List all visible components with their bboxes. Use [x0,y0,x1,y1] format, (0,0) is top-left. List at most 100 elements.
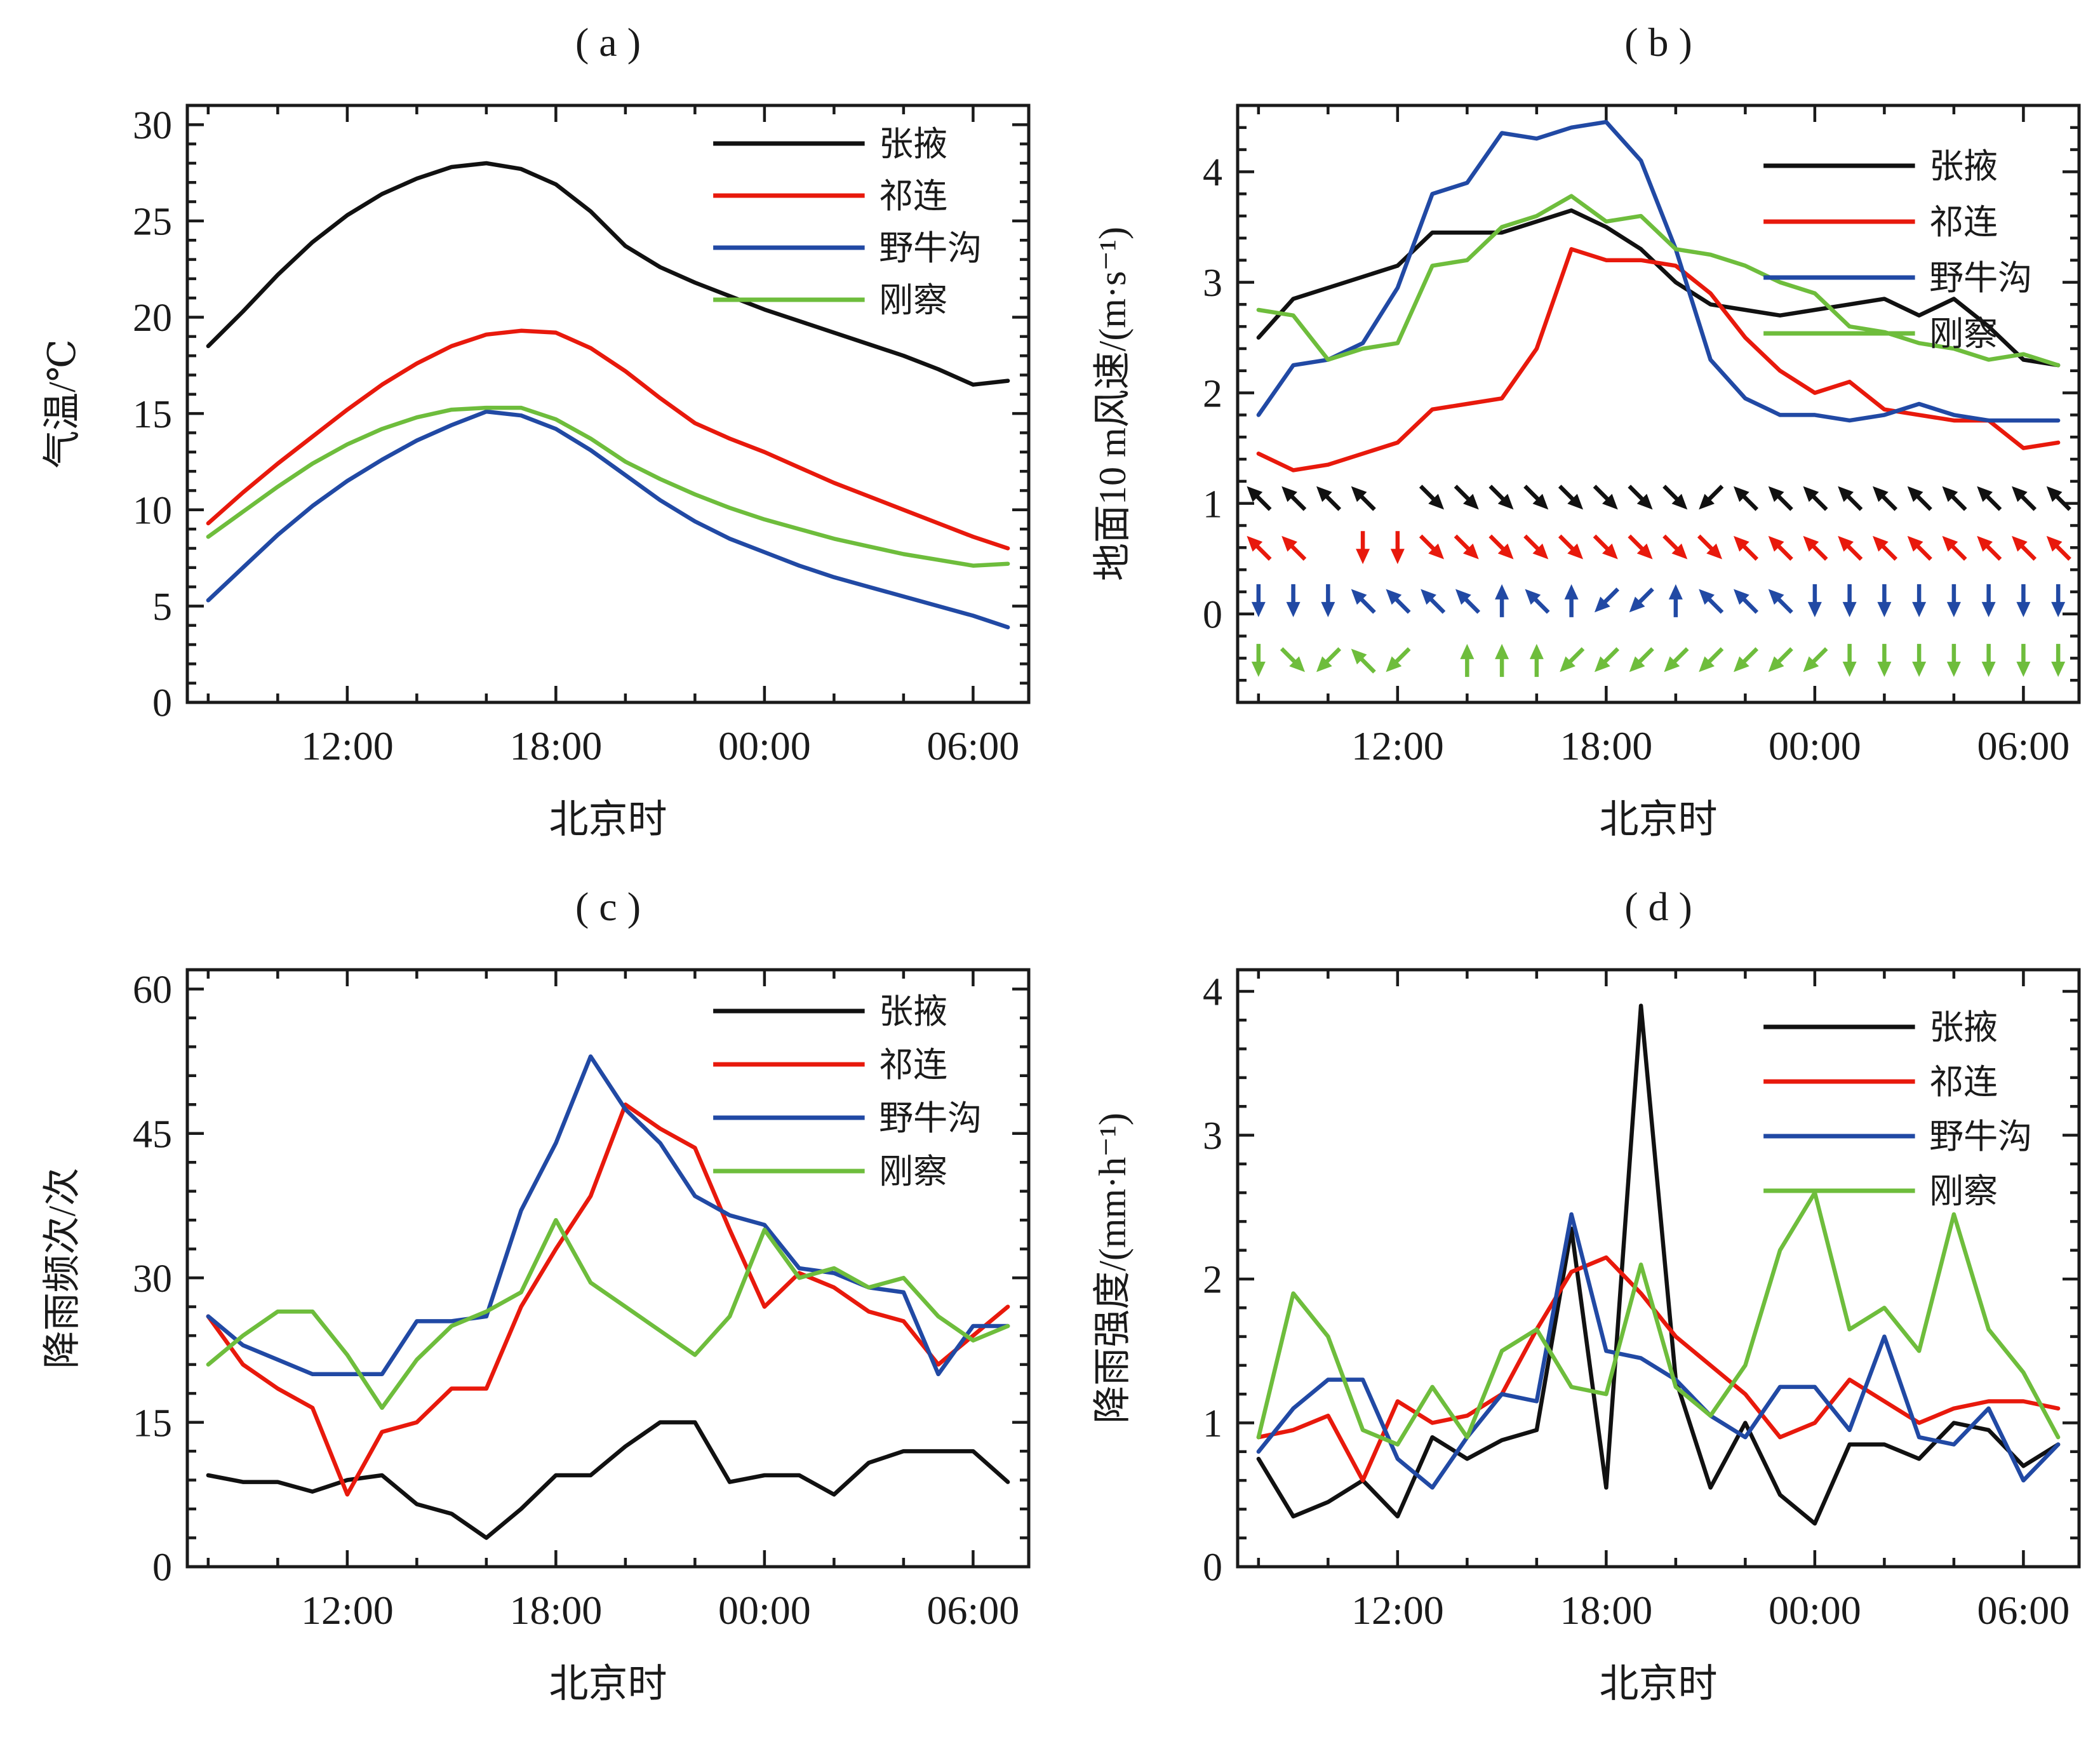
x-axis-label-a: 北京时 [549,798,667,841]
wind-arrow-icon [1733,535,1759,561]
x-tick-label: 12:00 [1351,723,1444,768]
wind-arrow-icon [1877,584,1892,617]
series-line-a-3 [206,405,1010,568]
wind-arrow-icon [1699,647,1724,673]
legend-label: 野牛沟 [879,1099,982,1137]
legend-label: 张掖 [1929,1008,1998,1047]
series-line-d-3 [1256,1190,2061,1447]
legend-label: 野牛沟 [879,229,982,267]
tick-labels-c: 0 15 30 45 60 12:00 18:00 00:00 06:00 [133,968,1019,1633]
panel-title-d: ( d ) [1624,884,1692,929]
wind-arrow-icon [1247,486,1272,511]
wind-arrows-b [1247,485,2071,677]
panel-b: ( b ) 0 1 2 3 4 12:00 18:00 00:00 06:00 北京时 地面10 m风… [1076,10,2100,874]
wind-arrow-icon [1523,485,1549,510]
axes-d [1236,968,2081,1569]
y-tick-label: 25 [133,201,172,244]
chart-b: ( b ) 0 1 2 3 4 12:00 18:00 00:00 06:00 北京时 地面10 m风… [1092,20,2081,841]
wind-arrow-icon [2051,584,2066,617]
wind-arrow-icon [1558,485,1584,510]
wind-arrow-icon [1594,587,1620,613]
tick-labels-d: 0 1 2 3 4 12:00 18:00 00:00 06:00 [1203,971,2070,1633]
plot-border [1236,968,2081,1569]
wind-arrow-icon [1628,534,1653,559]
y-tick-label: 15 [133,1402,172,1445]
wind-arrow-icon [1251,584,1266,617]
wind-arrow-icon [1664,647,1689,673]
y-tick-label: 0 [152,1546,172,1590]
y-axis-label-b: 地面10 m风速/(m·s⁻¹) [1092,227,1134,581]
series-line-b-2 [1256,119,2061,423]
tick-labels-b: 0 1 2 3 4 12:00 18:00 00:00 06:00 [1203,151,2070,768]
x-tick-label: 12:00 [1351,1588,1444,1633]
wind-arrow-icon [1912,584,1927,617]
wind-arrow-icon [1421,589,1446,614]
wind-arrow-icon [1907,486,1932,511]
legend-item: 野牛沟 [713,1099,982,1137]
wind-arrow-icon [1697,534,1723,559]
wind-arrow-icon [1316,647,1342,673]
legend-label: 祁连 [1929,203,1998,241]
legend-label: 祁连 [1929,1063,1998,1101]
y-tick-label: 10 [133,489,172,532]
wind-arrow-icon [1321,584,1335,617]
plot-border [185,968,1031,1569]
legend-label: 野牛沟 [1929,259,2032,297]
wind-arrow-icon [1803,647,1828,673]
wind-arrow-icon [1419,485,1444,510]
wind-arrow-icon [1455,589,1481,614]
legend-label: 祁连 [879,177,947,215]
series-line-b-0 [1256,208,2061,368]
legend-item: 野牛沟 [713,229,982,267]
y-tick-label: 3 [1203,1115,1222,1158]
legend-item: 祁连 [713,177,947,215]
x-tick-label: 18:00 [509,1588,602,1633]
wind-arrow-icon [1912,643,1927,677]
legend-item: 张掖 [1763,1008,1998,1047]
x-tick-label: 12:00 [301,723,394,768]
wind-arrow-icon [1768,486,1793,511]
x-tick-label: 00:00 [1769,1588,1861,1633]
legend-item: 祁连 [1763,203,1998,241]
wind-arrow-icon [1803,535,1828,561]
x-tick-label: 18:00 [509,723,602,768]
axes-b [1236,104,2081,704]
wind-arrow-icon [1873,535,1898,561]
wind-arrow-icon [1594,647,1620,673]
wind-arrow-icon [1495,643,1509,677]
legend-label: 刚察 [879,281,947,319]
series-line-a-2 [206,409,1010,629]
series-line-d-0 [1256,1003,2061,1526]
tick-labels-a: 0 5 10 15 20 25 30 12:00 18:00 00:00 06:00 [133,104,1019,768]
wind-arrow-icon [1733,589,1759,614]
panel-d: ( d ) 0 1 2 3 4 12:00 18:00 00:00 06:00 北京时 降雨强度/(m… [1076,874,2100,1739]
wind-arrow-row [1247,531,2071,565]
wind-arrow-icon [1460,643,1475,677]
x-tick-label: 06:00 [927,723,1020,768]
legend-item: 张掖 [713,125,947,163]
wind-arrow-icon [1842,584,1857,617]
y-tick-label: 30 [133,104,172,147]
wind-arrow-icon [1768,535,1793,561]
wind-arrow-icon [1525,589,1550,614]
legend-label: 野牛沟 [1929,1118,2032,1156]
series-line-d-1 [1256,1255,2061,1483]
series-line-c-0 [206,1420,1010,1540]
legend-item: 野牛沟 [1763,259,2032,297]
panel-c: ( c ) 0 15 30 45 60 12:00 18:00 00:00 06:00 北京时 降雨频… [25,874,1075,1739]
axes-a [185,104,1031,704]
y-tick-label: 60 [133,968,172,1012]
x-tick-label: 18:00 [1560,723,1652,768]
wind-arrow-icon [2012,535,2037,561]
wind-arrow-icon [2016,584,2031,617]
x-tick-label: 00:00 [718,1588,811,1633]
chart-c: ( c ) 0 15 30 45 60 12:00 18:00 00:00 06:00 北京时 降雨频… [41,884,1031,1706]
series-line-c-2 [206,1054,1010,1377]
series-line-c-3 [206,1217,1010,1410]
panel-a: ( a ) 0 5 10 15 20 25 30 12:00 18:00 00:00 06:00 北京时… [25,10,1075,874]
wind-arrow-icon [1356,531,1370,565]
legend-item: 张掖 [713,993,947,1031]
